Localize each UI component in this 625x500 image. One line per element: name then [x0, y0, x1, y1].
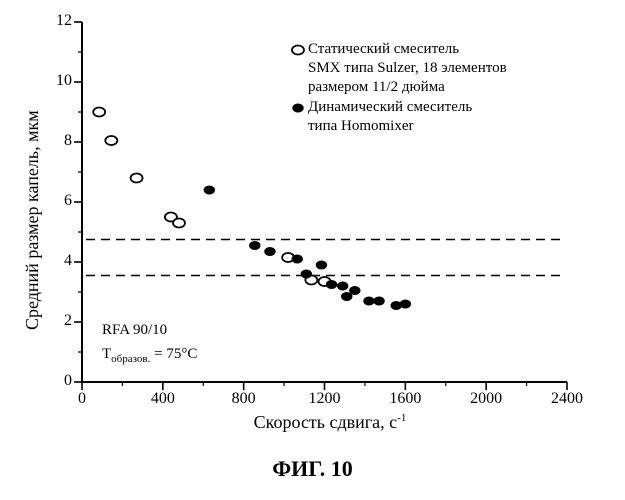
- legend-open-text: Статический смеситель SMX типа Sulzer, 1…: [308, 40, 507, 96]
- filled-marker: [342, 293, 352, 301]
- legend-filled-row: Динамический смеситель типа Homomixer: [288, 98, 507, 136]
- x-tick-label: 400: [143, 390, 183, 408]
- annotation-temperature: Tобразов. = 75°C: [102, 346, 197, 365]
- figure-container: Средний размер капель, мкм Скорость сдви…: [0, 0, 625, 500]
- filled-marker: [364, 297, 374, 305]
- legend-filled-marker: [288, 98, 308, 115]
- y-tick-label: 12: [44, 12, 72, 30]
- legend-filled-text: Динамический смеситель типа Homomixer: [308, 98, 472, 136]
- legend: Статический смеситель SMX типа Sulzer, 1…: [288, 40, 507, 138]
- x-tick-label: 2400: [547, 390, 587, 408]
- filled-marker: [326, 281, 336, 289]
- x-tick-label: 0: [62, 390, 102, 408]
- annot-Tsub: образов.: [111, 353, 150, 365]
- filled-marker: [400, 300, 410, 308]
- x-axis-label: Скорость сдвига, с-1: [170, 412, 490, 433]
- filled-marker: [265, 248, 275, 256]
- y-tick-label: 10: [44, 72, 72, 90]
- filled-marker: [204, 186, 214, 194]
- y-tick-label: 0: [44, 372, 72, 390]
- legend-open-line-2: размером 11/2 дюйма: [308, 79, 445, 95]
- y-tick-label: 4: [44, 252, 72, 270]
- annot-Tsuffix: = 75°C: [150, 346, 197, 362]
- legend-filled-line-0: Динамический смеситель: [308, 99, 472, 115]
- filled-marker: [350, 287, 360, 295]
- legend-open-marker: [288, 40, 308, 57]
- filled-marker: [316, 261, 326, 269]
- legend-open-line-1: SMX типа Sulzer, 18 элементов: [308, 60, 507, 76]
- open-marker: [93, 108, 105, 117]
- y-tick-label: 2: [44, 312, 72, 330]
- figure-caption: ФИГ. 10: [0, 456, 625, 482]
- filled-marker: [337, 282, 347, 290]
- filled-marker: [374, 297, 384, 305]
- y-axis-label: Средний размер капель, мкм: [22, 110, 43, 330]
- open-marker: [131, 174, 143, 183]
- open-marker: [105, 136, 117, 145]
- y-tick-label: 8: [44, 132, 72, 150]
- x-tick-label: 800: [224, 390, 264, 408]
- legend-open-line-0: Статический смеситель: [308, 41, 459, 57]
- legend-filled-line-1: типа Homomixer: [308, 118, 414, 134]
- filled-marker: [250, 242, 260, 250]
- x-axis-label-sup: -1: [397, 412, 406, 424]
- annot-T: T: [102, 346, 111, 362]
- filled-marker: [292, 255, 302, 263]
- open-marker: [173, 219, 185, 228]
- x-tick-label: 1600: [385, 390, 425, 408]
- y-tick-label: 6: [44, 192, 72, 210]
- x-axis-label-text: Скорость сдвига, с: [254, 412, 398, 432]
- filled-marker: [301, 270, 311, 278]
- annotation-rfa: RFA 90/10: [102, 322, 167, 339]
- x-tick-label: 2000: [466, 390, 506, 408]
- legend-open-row: Статический смеситель SMX типа Sulzer, 1…: [288, 40, 507, 96]
- x-tick-label: 1200: [305, 390, 345, 408]
